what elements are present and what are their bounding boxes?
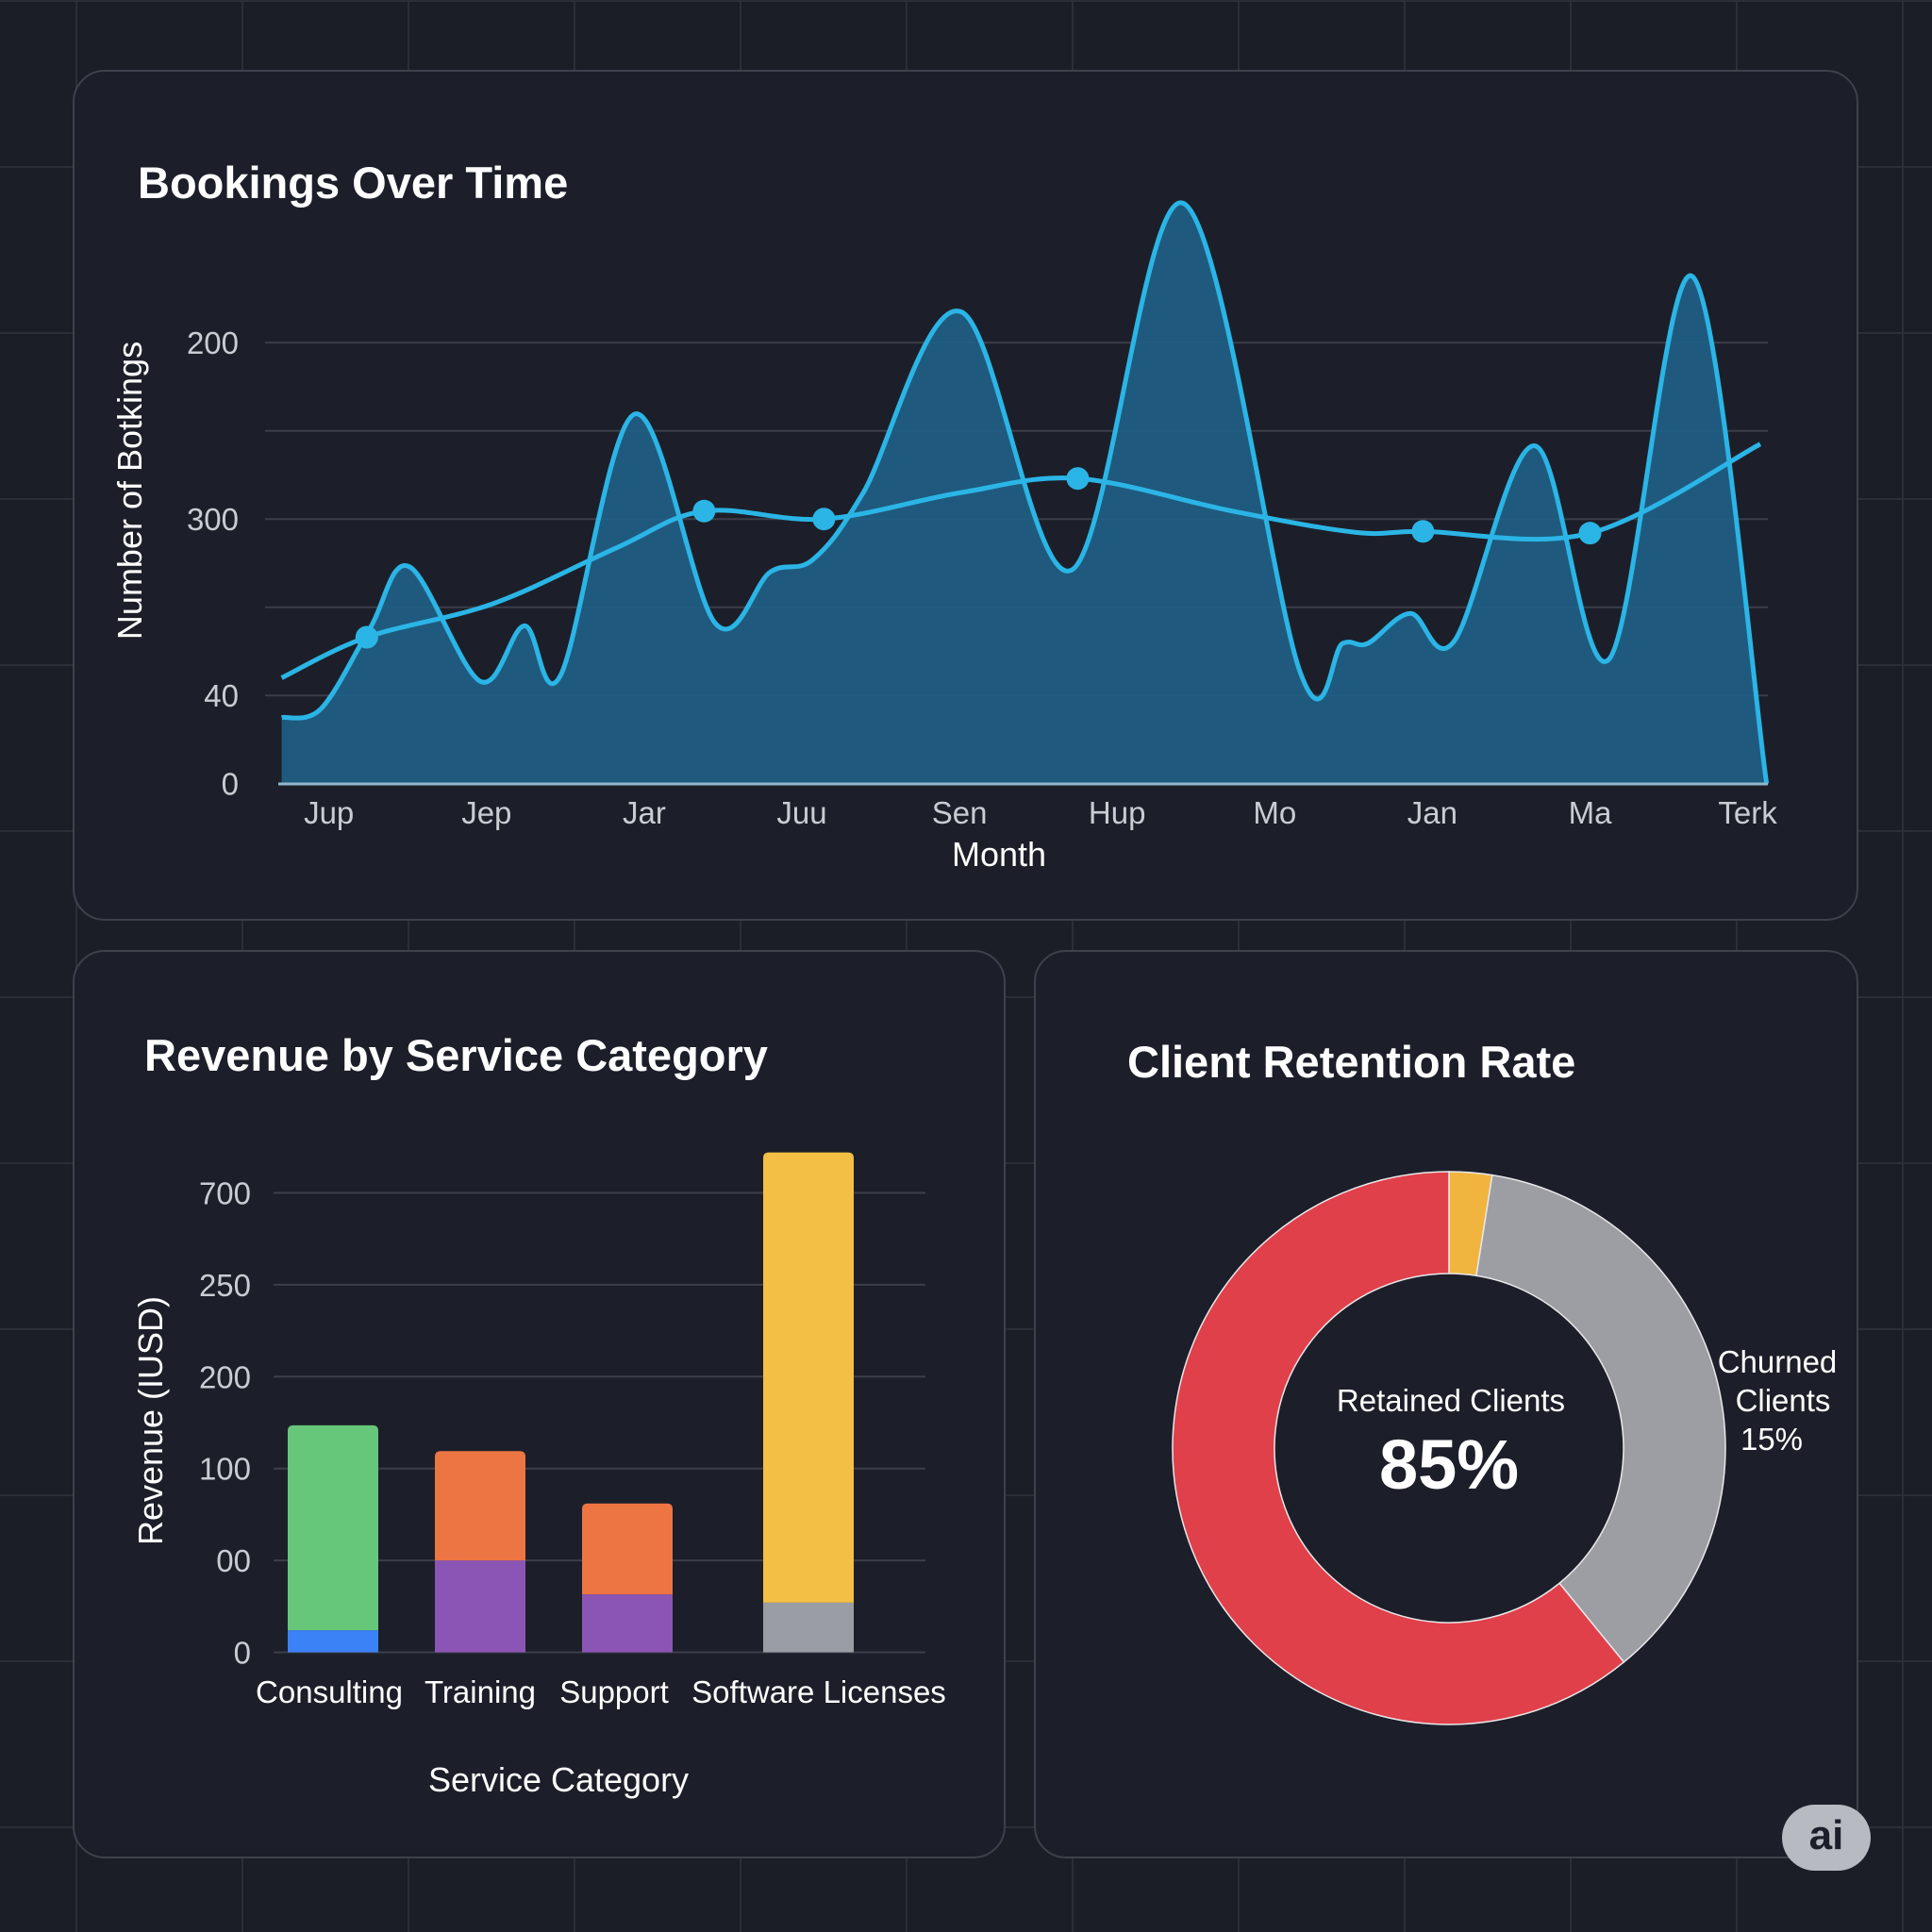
donut-center-label: Retained Clients: [1337, 1383, 1565, 1418]
bar-segment: [582, 1503, 673, 1595]
bar-segment: [582, 1594, 673, 1653]
retention-title: Client Retention Rate: [1127, 1037, 1575, 1087]
y-axis-title: Number of Botkings: [110, 341, 149, 640]
bar-y-tick-label: 00: [216, 1543, 251, 1578]
bar-segment: [288, 1630, 378, 1653]
x-tick-label: Jup: [304, 795, 354, 830]
ai-logo-text: ai: [1808, 1812, 1844, 1858]
bar-y-tick-label: 200: [199, 1359, 251, 1394]
bar-segment: [435, 1560, 525, 1653]
x-tick-label: Hup: [1089, 795, 1146, 830]
y-tick-label: 200: [187, 325, 239, 360]
x-axis-title: Month: [952, 835, 1046, 874]
x-tick-label: Jep: [461, 795, 511, 830]
bookings-area: [281, 202, 1767, 784]
donut-center-value: 85%: [1379, 1425, 1519, 1504]
bar-segment: [288, 1424, 378, 1631]
bookings-area-outline: [281, 200, 1770, 785]
bar-category-label: Consulting: [256, 1674, 403, 1709]
donut-slice-churned: [1475, 1174, 1726, 1663]
churned-label-value: 15%: [1740, 1422, 1803, 1457]
bar-category-label: Support: [559, 1674, 669, 1709]
bookings-title: Bookings Over Time: [138, 158, 568, 208]
bar-x-axis-title: Service Category: [428, 1760, 689, 1799]
trend-marker: [1066, 467, 1090, 491]
donut-slice-retained: [1172, 1171, 1625, 1725]
revenue-title: Revenue by Service Category: [144, 1030, 768, 1080]
trend-marker: [812, 508, 836, 531]
y-tick-label: 300: [187, 502, 239, 537]
churned-label-line1: Churned: [1718, 1344, 1838, 1379]
bar-y-axis-title: Revenue (IUSD): [131, 1296, 170, 1545]
trend-marker: [692, 499, 716, 523]
trend-marker: [355, 625, 378, 649]
y-tick-label: 0: [222, 767, 239, 802]
bar-segment: [435, 1451, 525, 1561]
y-tick-label: 40: [204, 678, 239, 713]
bar-segment: [763, 1152, 854, 1603]
trend-marker: [1578, 522, 1602, 545]
trend-line: [280, 441, 1762, 680]
trend-marker: [1411, 520, 1435, 543]
bar-y-tick-label: 250: [199, 1268, 251, 1303]
churned-label-line2: Clients: [1736, 1383, 1831, 1418]
bar-y-tick-label: 700: [199, 1176, 251, 1211]
bar-category-label: Software Licenses: [691, 1674, 946, 1709]
bar-y-tick-label: 0: [234, 1636, 251, 1671]
x-tick-label: Sen: [932, 795, 988, 830]
bar-y-tick-label: 100: [199, 1452, 251, 1487]
x-tick-label: Juu: [776, 795, 826, 830]
bar-category-label: Training: [425, 1674, 536, 1709]
x-tick-label: Jar: [623, 795, 666, 830]
x-tick-label: Jan: [1407, 795, 1457, 830]
x-tick-label: Ma: [1569, 795, 1612, 830]
bar-segment: [763, 1602, 854, 1653]
x-tick-label: Terk: [1718, 795, 1777, 830]
ai-logo-badge: ai: [1782, 1805, 1871, 1871]
x-tick-label: Mo: [1253, 795, 1296, 830]
